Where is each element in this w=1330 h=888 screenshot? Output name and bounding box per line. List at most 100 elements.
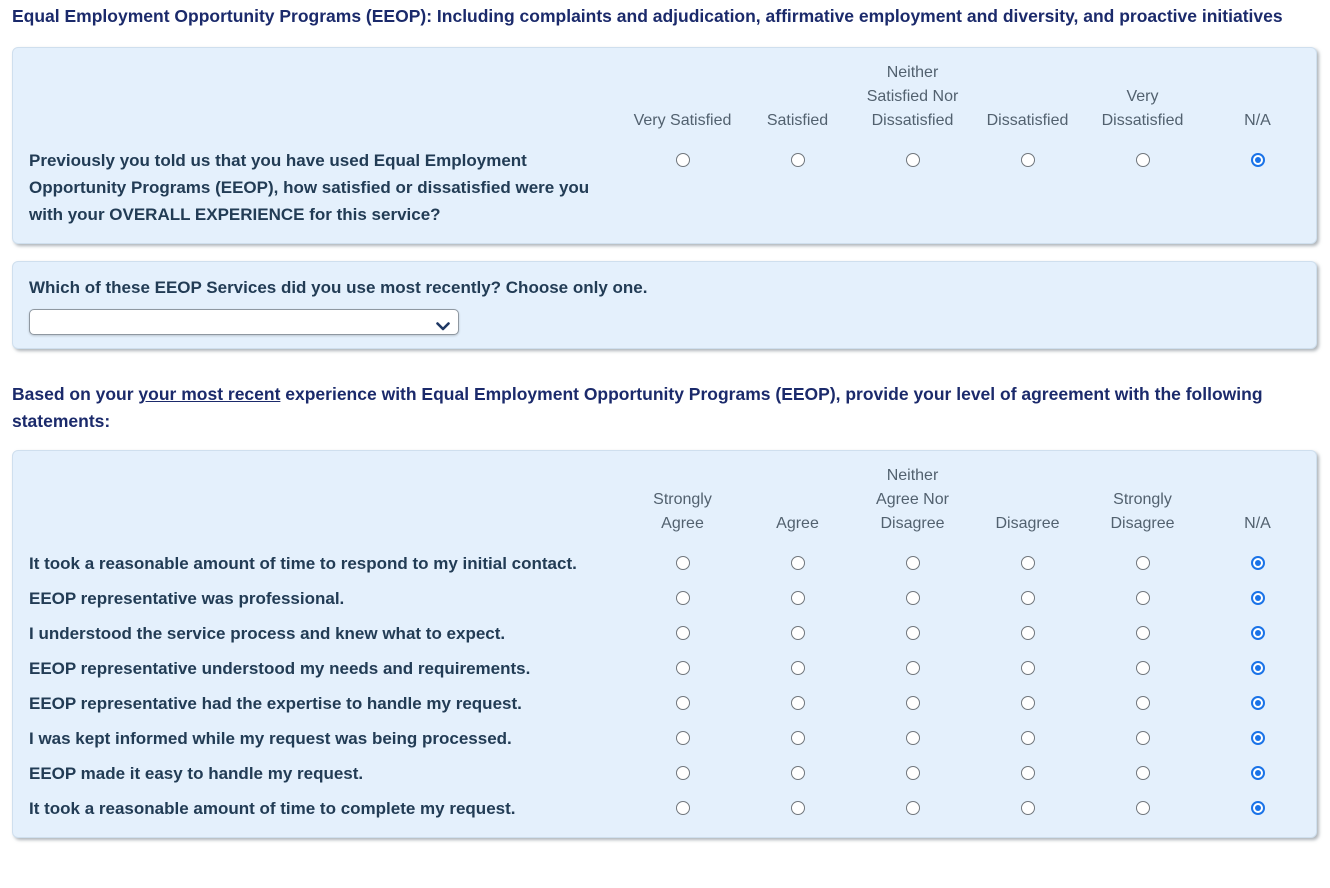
agreement-radio-cell-r8-c6 — [1200, 795, 1315, 815]
agreement-radio-r4-disagree[interactable] — [1020, 661, 1035, 675]
agreement-radio-r8-strongly-agree[interactable] — [675, 801, 690, 815]
satisfaction-column-header-4: Dissatisfied — [986, 112, 1069, 129]
agreement-radio-cell-r4-c1 — [625, 655, 740, 675]
agreement-radio-r6-strongly-agree[interactable] — [675, 731, 690, 745]
agreement-statement-4: EEOP representative understood my needs … — [29, 659, 531, 678]
agreement-radio-r3-disagree[interactable] — [1020, 626, 1035, 640]
agreement-radio-cell-r5-c3 — [855, 690, 970, 710]
agreement-radio-r2-strongly-agree[interactable] — [675, 591, 690, 605]
agreement-radio-r4-neither-agree-nor-disagree[interactable] — [905, 661, 920, 675]
agreement-radio-r7-strongly-agree[interactable] — [675, 766, 690, 780]
agreement-radio-r3-strongly-disagree[interactable] — [1135, 626, 1150, 640]
agreement-radio-r4-n-a[interactable] — [1250, 661, 1265, 675]
agreement-radio-r7-agree[interactable] — [790, 766, 805, 780]
agreement-radio-r4-agree[interactable] — [790, 661, 805, 675]
agreement-radio-r6-strongly-disagree[interactable] — [1135, 731, 1150, 745]
agreement-radio-cell-r8-c5 — [1085, 795, 1200, 815]
agreement-radio-r8-disagree[interactable] — [1020, 801, 1035, 815]
agreement-radio-cell-r3-c2 — [740, 620, 855, 640]
agreement-radio-r5-n-a[interactable] — [1250, 696, 1265, 710]
agreement-radio-r7-strongly-disagree[interactable] — [1135, 766, 1150, 780]
agreement-row-4: EEOP representative understood my needs … — [29, 655, 1316, 682]
agreement-radio-cell-r4-c5 — [1085, 655, 1200, 675]
agreement-row-7: EEOP made it easy to handle my request. — [29, 760, 1316, 787]
agreement-radio-r3-agree[interactable] — [790, 626, 805, 640]
agreement-matrix-panel: Strongly Agree Agree Neither Agree Nor Dis… — [12, 450, 1317, 838]
agreement-radio-r2-neither-agree-nor-disagree[interactable] — [905, 591, 920, 605]
agreement-intro: Based on your your most recent experienc… — [12, 381, 1320, 435]
satisfaction-radio-r1-dissatisfied[interactable] — [1020, 153, 1035, 167]
satisfaction-radio-r1-neither-satisfied-nor-dissatisfied[interactable] — [905, 153, 920, 167]
agreement-radio-r6-neither-agree-nor-disagree[interactable] — [905, 731, 920, 745]
agreement-radio-r4-strongly-agree[interactable] — [675, 661, 690, 675]
agreement-radio-cell-r4-c6 — [1200, 655, 1315, 675]
agreement-radio-cell-r7-c3 — [855, 760, 970, 780]
agreement-row-5: EEOP representative had the expertise to… — [29, 690, 1316, 717]
agreement-radio-cell-r3-c1 — [625, 620, 740, 640]
agreement-radio-r3-neither-agree-nor-disagree[interactable] — [905, 626, 920, 640]
agreement-matrix: Strongly Agree Agree Neither Agree Nor Dis… — [13, 451, 1316, 837]
agreement-radio-cell-r4-c2 — [740, 655, 855, 675]
service-select-panel: Which of these EEOP Services did you use… — [12, 261, 1317, 349]
agreement-radio-cell-r2-c5 — [1085, 585, 1200, 605]
agreement-statement-7: EEOP made it easy to handle my request. — [29, 764, 364, 783]
agreement-radio-r1-agree[interactable] — [790, 556, 805, 570]
agreement-radio-cell-r5-c4 — [970, 690, 1085, 710]
agreement-radio-cell-r6-c3 — [855, 725, 970, 745]
agreement-radio-cell-r6-c6 — [1200, 725, 1315, 745]
agreement-column-header-1: Strongly Agree — [653, 491, 712, 532]
service-select-question-suffix: ? Choose only one. — [490, 278, 648, 297]
satisfaction-row-1: Previously you told us that you have use… — [29, 147, 1316, 228]
agreement-radio-r7-disagree[interactable] — [1020, 766, 1035, 780]
agreement-radio-r5-strongly-agree[interactable] — [675, 696, 690, 710]
agreement-radio-r7-n-a[interactable] — [1250, 766, 1265, 780]
agreement-radio-cell-r7-c5 — [1085, 760, 1200, 780]
agreement-radio-cell-r1-c5 — [1085, 550, 1200, 570]
agreement-radio-r1-strongly-agree[interactable] — [675, 556, 690, 570]
agreement-statement-2: EEOP representative was professional. — [29, 589, 345, 608]
satisfaction-radio-r1-n-a[interactable] — [1250, 153, 1265, 167]
agreement-radio-r4-strongly-disagree[interactable] — [1135, 661, 1150, 675]
agreement-radio-r5-disagree[interactable] — [1020, 696, 1035, 710]
agreement-radio-r1-disagree[interactable] — [1020, 556, 1035, 570]
eeop-service-select[interactable] — [29, 309, 459, 335]
agreement-row-6: I was kept informed while my request was… — [29, 725, 1316, 752]
agreement-radio-r5-neither-agree-nor-disagree[interactable] — [905, 696, 920, 710]
satisfaction-radio-r1-satisfied[interactable] — [790, 153, 805, 167]
agreement-radio-r6-n-a[interactable] — [1250, 731, 1265, 745]
agreement-radio-r1-neither-agree-nor-disagree[interactable] — [905, 556, 920, 570]
agreement-radio-cell-r7-c4 — [970, 760, 1085, 780]
agreement-radio-r2-agree[interactable] — [790, 591, 805, 605]
agreement-radio-cell-r8-c1 — [625, 795, 740, 815]
agreement-radio-r2-disagree[interactable] — [1020, 591, 1035, 605]
agreement-radio-cell-r4-c4 — [970, 655, 1085, 675]
satisfaction-statement-1: Previously you told us that you have use… — [29, 151, 590, 224]
agreement-radio-r8-agree[interactable] — [790, 801, 805, 815]
agreement-radio-cell-r5-c6 — [1200, 690, 1315, 710]
agreement-radio-cell-r2-c2 — [740, 585, 855, 605]
agreement-row-3: I understood the service process and kne… — [29, 620, 1316, 647]
service-select-question: Which of these EEOP Services did you use… — [29, 274, 1300, 301]
agreement-radio-r8-strongly-disagree[interactable] — [1135, 801, 1150, 815]
agreement-radio-r3-strongly-agree[interactable] — [675, 626, 690, 640]
agreement-radio-r5-strongly-disagree[interactable] — [1135, 696, 1150, 710]
agreement-radio-cell-r7-c2 — [740, 760, 855, 780]
agreement-radio-cell-r2-c6 — [1200, 585, 1315, 605]
agreement-radio-r2-n-a[interactable] — [1250, 591, 1265, 605]
agreement-radio-r8-n-a[interactable] — [1250, 801, 1265, 815]
agreement-radio-r6-agree[interactable] — [790, 731, 805, 745]
agreement-radio-r5-agree[interactable] — [790, 696, 805, 710]
agreement-radio-r7-neither-agree-nor-disagree[interactable] — [905, 766, 920, 780]
agreement-radio-r1-n-a[interactable] — [1250, 556, 1265, 570]
agreement-radio-r1-strongly-disagree[interactable] — [1135, 556, 1150, 570]
agreement-radio-r2-strongly-disagree[interactable] — [1135, 591, 1150, 605]
agreement-radio-cell-r8-c2 — [740, 795, 855, 815]
agreement-radio-r6-disagree[interactable] — [1020, 731, 1035, 745]
satisfaction-radio-r1-very-dissatisfied[interactable] — [1135, 153, 1150, 167]
agreement-statement-8: It took a reasonable amount of time to c… — [29, 799, 516, 818]
agreement-radio-r8-neither-agree-nor-disagree[interactable] — [905, 801, 920, 815]
satisfaction-radio-r1-very-satisfied[interactable] — [675, 153, 690, 167]
satisfaction-column-header-5: Very Dissatisfied — [1101, 88, 1184, 129]
agreement-radio-cell-r5-c1 — [625, 690, 740, 710]
agreement-radio-r3-n-a[interactable] — [1250, 626, 1265, 640]
